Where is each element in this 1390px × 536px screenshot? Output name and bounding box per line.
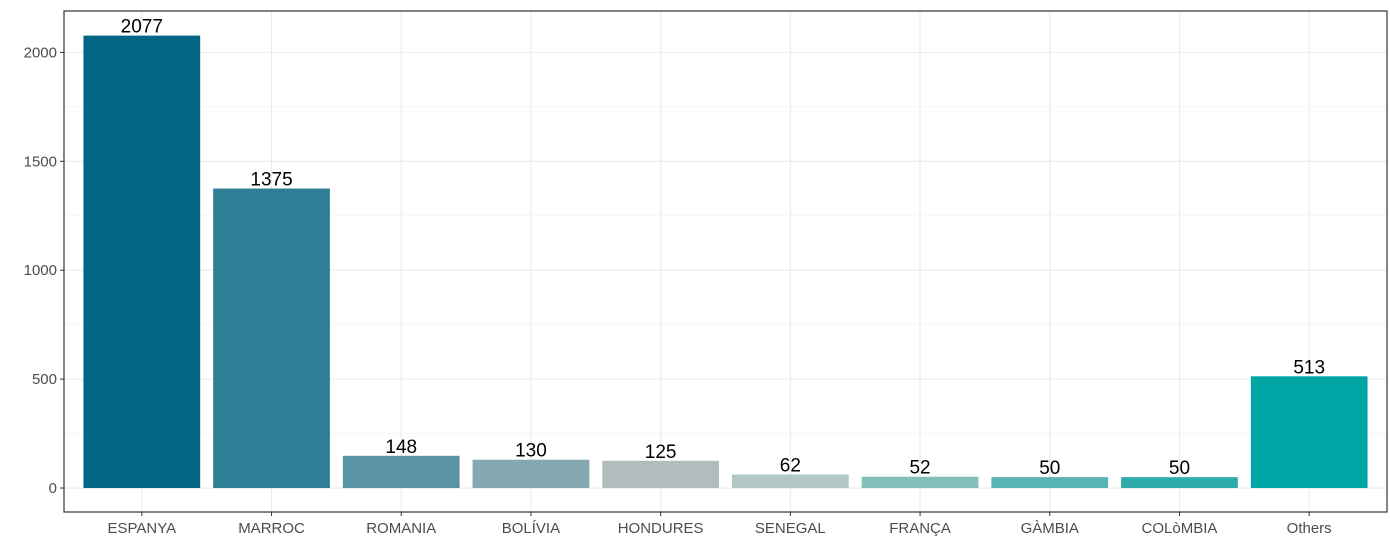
data-label: 130 xyxy=(515,441,547,462)
bar-others xyxy=(1250,376,1368,489)
x-tick-label: FRANÇA xyxy=(889,520,951,536)
data-label: 2077 xyxy=(121,17,163,38)
x-tick-label: MARROC xyxy=(238,520,305,536)
x-tick-label: Others xyxy=(1287,520,1332,536)
data-label-layer: 2077 1375 148 130 125 62 52 50 50 513 xyxy=(121,17,1325,480)
bar-layer xyxy=(83,35,1368,489)
data-label: 62 xyxy=(780,456,801,477)
y-tick-label: 0 xyxy=(49,480,57,497)
x-tick-label: ESPANYA xyxy=(108,520,177,536)
y-tick-label: 500 xyxy=(32,371,57,388)
bar-gàmbia xyxy=(991,477,1109,489)
bar-hondures xyxy=(602,460,720,489)
y-tick-label: 2000 xyxy=(24,44,57,61)
data-label: 125 xyxy=(645,442,677,463)
data-label: 50 xyxy=(1039,458,1060,479)
bar-senegal xyxy=(731,474,849,489)
data-label: 148 xyxy=(385,437,417,458)
x-tick-label: HONDURES xyxy=(618,520,704,536)
panel-border xyxy=(63,10,1388,513)
bar-espanya xyxy=(83,35,201,489)
x-tick-label: GÀMBIA xyxy=(1021,520,1079,536)
bar-colòmbia xyxy=(1121,477,1238,489)
y-tick-label: 1000 xyxy=(24,262,57,279)
axis-layer: 0 500 1000 1500 2000 ESPANYA MARROC ROMANIA BOLÍ… xyxy=(24,44,1332,536)
x-tick-label: SENEGAL xyxy=(755,520,826,536)
x-tick-label: COLòMBIA xyxy=(1142,520,1218,536)
y-tick-label: 1500 xyxy=(24,153,57,170)
bar-romania xyxy=(342,455,460,489)
data-label: 50 xyxy=(1169,458,1190,479)
data-label: 52 xyxy=(909,458,930,479)
bar-frança xyxy=(861,476,979,489)
x-tick-label: BOLÍVIA xyxy=(502,520,560,536)
bar-bolívia xyxy=(472,459,590,489)
data-label: 513 xyxy=(1293,357,1325,378)
bar-marroc xyxy=(213,188,330,489)
data-label: 1375 xyxy=(250,170,292,191)
x-tick-label: ROMANIA xyxy=(366,520,436,536)
